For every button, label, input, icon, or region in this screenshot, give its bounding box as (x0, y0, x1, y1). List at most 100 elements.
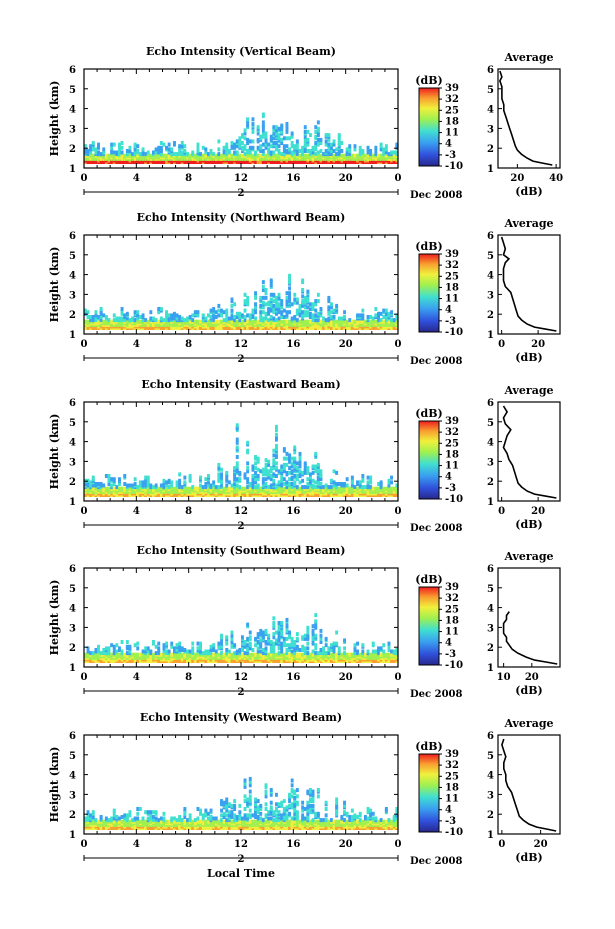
heatmap-cell (118, 646, 121, 651)
heatmap-cell (89, 153, 93, 158)
heatmap-cell (327, 142, 331, 147)
heatmap-cell (225, 315, 229, 319)
colorbar-tick-label: 39 (445, 582, 459, 593)
heatmap-cell (188, 153, 192, 158)
heatmap-cell (369, 319, 373, 324)
heatmap-cells (84, 423, 399, 497)
heatmap-cell (243, 318, 247, 323)
heatmap-cell (314, 152, 318, 157)
heatmap-cell (154, 153, 158, 158)
heatmap-cell (275, 318, 278, 323)
heatmap-cell (303, 149, 307, 153)
time-tick-label: 20 (339, 506, 353, 517)
colorbar-tick-label: -3 (445, 483, 456, 494)
heatmap-cell (298, 303, 302, 308)
heatmap-cell (303, 125, 307, 130)
heatmap-cell (225, 651, 229, 656)
heatmap-cell (204, 808, 208, 813)
heatmap-cell (261, 300, 265, 305)
heatmap-cell (353, 648, 357, 652)
heatmap-cell (390, 310, 393, 315)
heatmap-cell (120, 150, 124, 155)
average-height-label: 5 (487, 251, 494, 262)
heatmap-cell (99, 315, 103, 319)
height-tick-label: 1 (69, 330, 76, 341)
heatmap-cell (303, 141, 307, 145)
heatmap-cell (314, 451, 318, 456)
time-tick-label: 12 (234, 506, 248, 517)
heatmap-cell (173, 646, 176, 651)
heatmap-cell (384, 486, 388, 491)
heatmap-cell (104, 816, 108, 821)
heatmap-cell (309, 152, 312, 157)
colorbar-tick-label: 39 (445, 249, 459, 260)
heatmap-cell (314, 651, 318, 656)
heatmap-cell (186, 818, 189, 823)
heatmap-cell (112, 486, 116, 491)
heatmap-cell (248, 652, 252, 657)
heatmap-cell (335, 630, 339, 635)
heatmap-cell (311, 478, 315, 483)
heatmap-cell (173, 649, 176, 654)
heatmap-cell (123, 816, 127, 821)
heatmap-cell (275, 125, 278, 130)
heatmap-cell (290, 636, 294, 641)
colorbar-tick-label: 4 (445, 305, 452, 316)
heatmap-cell (395, 483, 399, 488)
heatmap-cell (259, 644, 263, 649)
heatmap-cell (275, 436, 278, 440)
heatmap-cell (293, 450, 297, 455)
average-height-label: 2 (487, 643, 494, 654)
heatmap-cell (285, 291, 289, 296)
heatmap-cell (214, 485, 218, 490)
heatmap-cell (227, 149, 231, 153)
heatmap-cell (86, 649, 90, 654)
colorbar-tick-label: 4 (445, 139, 452, 150)
heatmap-cell (395, 316, 399, 321)
heatmap-cell (102, 486, 106, 491)
time-tick-label: 0 (81, 339, 88, 350)
heatmap-cell (293, 300, 297, 305)
heatmap-cell (246, 622, 250, 627)
heatmap-cell (178, 152, 182, 157)
heatmap-cell (254, 291, 257, 296)
heatmap-cell (207, 152, 210, 157)
heatmap-cell (149, 649, 153, 654)
heatmap-cell (118, 652, 121, 657)
heatmap-cell (233, 150, 237, 155)
heatmap-cell (186, 486, 189, 491)
heatmap-cell (366, 649, 370, 654)
heatmap-cell (235, 467, 239, 472)
heatmap-cell (246, 646, 250, 651)
heatmap-cell (280, 470, 284, 475)
heatmap-cell (110, 483, 114, 488)
heatmap-cell (204, 147, 208, 152)
heatmap-cell (306, 633, 310, 638)
heatmap-cell (340, 141, 344, 145)
heatmap-cell (141, 480, 145, 485)
heatmap-cell (272, 153, 276, 158)
height-axis-label: Height (km) (48, 414, 61, 490)
heatmap-cell (120, 141, 124, 145)
heatmap-cell (361, 316, 365, 321)
heatmap-cell (306, 651, 310, 656)
heatmap-cell (225, 150, 229, 155)
heatmap-cell (86, 810, 90, 815)
time-tick-label: 16 (286, 339, 300, 350)
height-tick-label: 6 (69, 65, 76, 76)
heatmap-cell (259, 632, 263, 637)
heatmap-cell (264, 153, 268, 158)
heatmap-cell (340, 486, 344, 491)
heatmap-cell (272, 292, 276, 297)
heatmap-cell (235, 440, 239, 445)
heatmap-cell (199, 808, 202, 813)
colorbar-tick-label: 25 (445, 271, 459, 282)
heatmap-cell (277, 469, 281, 474)
colorbar-tick-label: -10 (445, 161, 463, 172)
heatmap-cell (86, 319, 90, 324)
heatmap-cell (392, 486, 396, 491)
heatmap-cell (293, 150, 297, 155)
average-height-label: 3 (487, 124, 494, 135)
heatmap-cell (285, 451, 289, 456)
